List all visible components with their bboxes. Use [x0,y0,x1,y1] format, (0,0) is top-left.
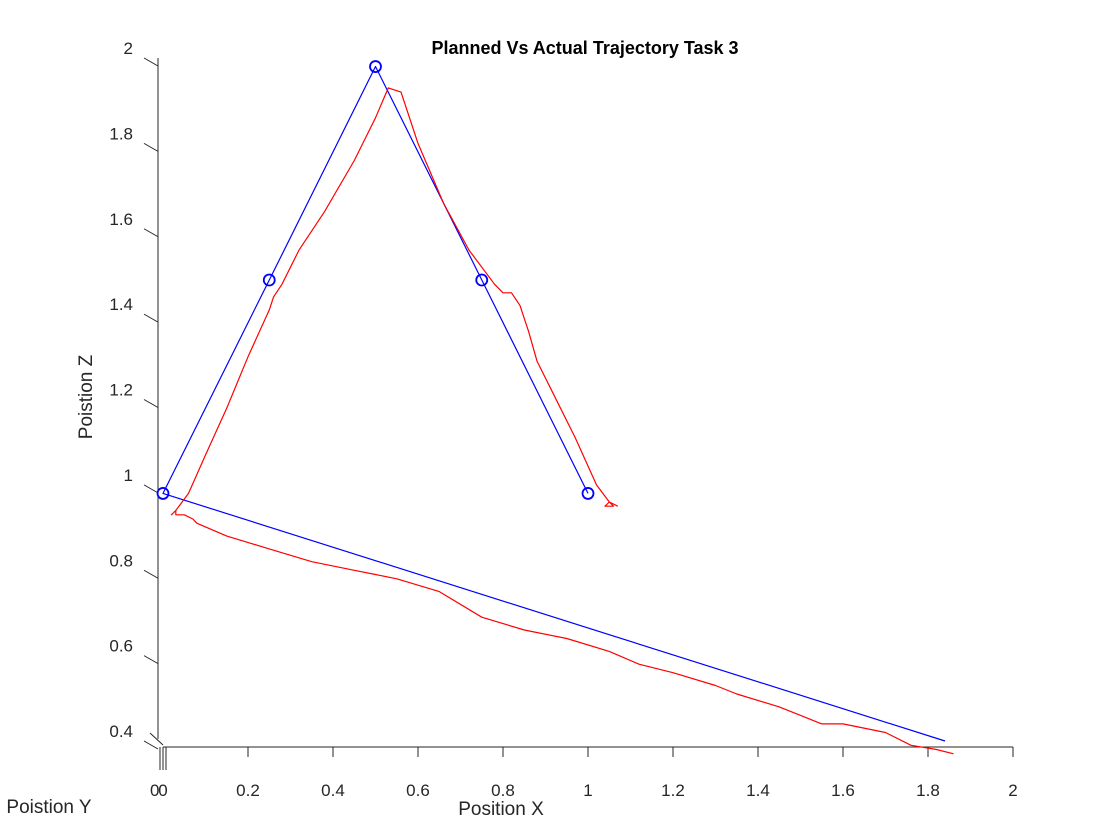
corner-edge [149,732,164,746]
z-tick-label-8: 2 [124,39,133,58]
chart-title: Planned Vs Actual Trajectory Task 3 [431,38,738,58]
z-tick-mark-1 [143,655,159,665]
z-tick-mark-5 [143,313,159,323]
z-tick-mark-7 [143,142,159,152]
planned-waypoint-0 [156,487,170,500]
x-tick-label-9: 1.8 [916,781,940,800]
z-tick-mark-6 [143,228,159,238]
y-depth-axis-label: Poistion Y [6,797,92,818]
z-tick-label-2: 0.8 [109,551,133,570]
planned-waypoint-1 [262,273,276,287]
x-tick-label-8: 1.6 [831,781,855,800]
x-tick-label-1: 0.2 [236,781,260,800]
x-ticks: 0 0.2 0.4 0.6 0.8 1 1.2 1.4 1.6 1.8 2 [158,747,1018,800]
z-tick-mark-0 [143,740,159,750]
x-axis-label: Position X [458,799,544,820]
z-ticks: 0.4 0.6 0.8 1 1.2 1.4 1.6 1.8 2 [109,39,159,750]
planned-waypoint-2 [369,60,382,73]
z-tick-label-7: 1.8 [109,124,133,143]
z-tick-mark-4 [143,399,159,408]
x-tick-label-6: 1.2 [661,781,685,800]
series-layer [156,60,954,755]
x-tick-label-5: 1 [583,781,592,800]
planned-trajectory-line [162,65,946,742]
planned-waypoint-3 [475,273,489,287]
x-tick-label-10: 2 [1008,781,1017,800]
x-tick-label-0: 0 [158,781,167,800]
z-tick-label-6: 1.6 [109,210,133,229]
z-tick-mark-3 [143,484,159,494]
z-tick-mark-8 [143,57,159,67]
x-tick-label-3: 0.6 [406,781,430,800]
z-axis-label: Poistion Z [76,354,97,439]
z-tick-label-3: 1 [124,466,133,485]
axes [149,58,1013,770]
y-depth-tick-label: 0 [150,781,159,800]
actual-trajectory-line [170,87,954,755]
z-tick-label-4: 1.2 [109,381,133,400]
z-tick-label-5: 1.4 [109,295,133,314]
z-tick-label-1: 0.6 [109,637,133,656]
planned-waypoint-4 [581,487,595,500]
x-tick-label-4: 0.8 [491,781,515,800]
z-tick-mark-2 [143,569,159,579]
x-tick-label-7: 1.4 [746,781,770,800]
z-tick-label-0: 0.4 [109,722,133,741]
x-tick-label-2: 0.4 [321,781,345,800]
